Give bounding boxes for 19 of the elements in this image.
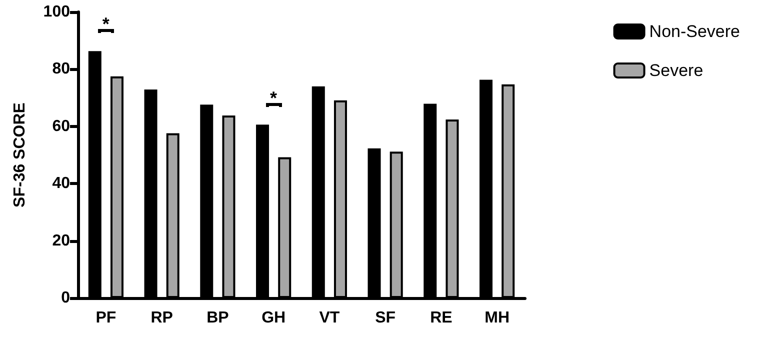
x-tick-label: RP — [150, 310, 174, 326]
y-tick-label: 80 — [52, 60, 70, 78]
legend-label: Non-Severe — [649, 22, 740, 41]
y-tick-label: 0 — [61, 290, 70, 306]
x-tick-label: RE — [430, 310, 453, 326]
y-axis-title: SF-36 SCORE — [12, 102, 28, 208]
annotation: * — [269, 88, 278, 108]
x-tick-label: BP — [206, 310, 230, 326]
y-tick-label: 60 — [52, 118, 70, 135]
legend-label: Severe — [649, 61, 704, 80]
x-tick-label: GH — [262, 310, 286, 326]
x-tick-label: MH — [484, 310, 510, 326]
y-tick-label: 100 — [43, 4, 70, 20]
annotation: * — [101, 14, 110, 34]
x-tick-label: SF — [375, 310, 396, 326]
x-tick-label: VT — [319, 310, 340, 326]
x-tick-label: PF — [96, 310, 116, 326]
y-tick-label: 40 — [52, 175, 70, 192]
y-tick-label: 20 — [52, 232, 70, 250]
